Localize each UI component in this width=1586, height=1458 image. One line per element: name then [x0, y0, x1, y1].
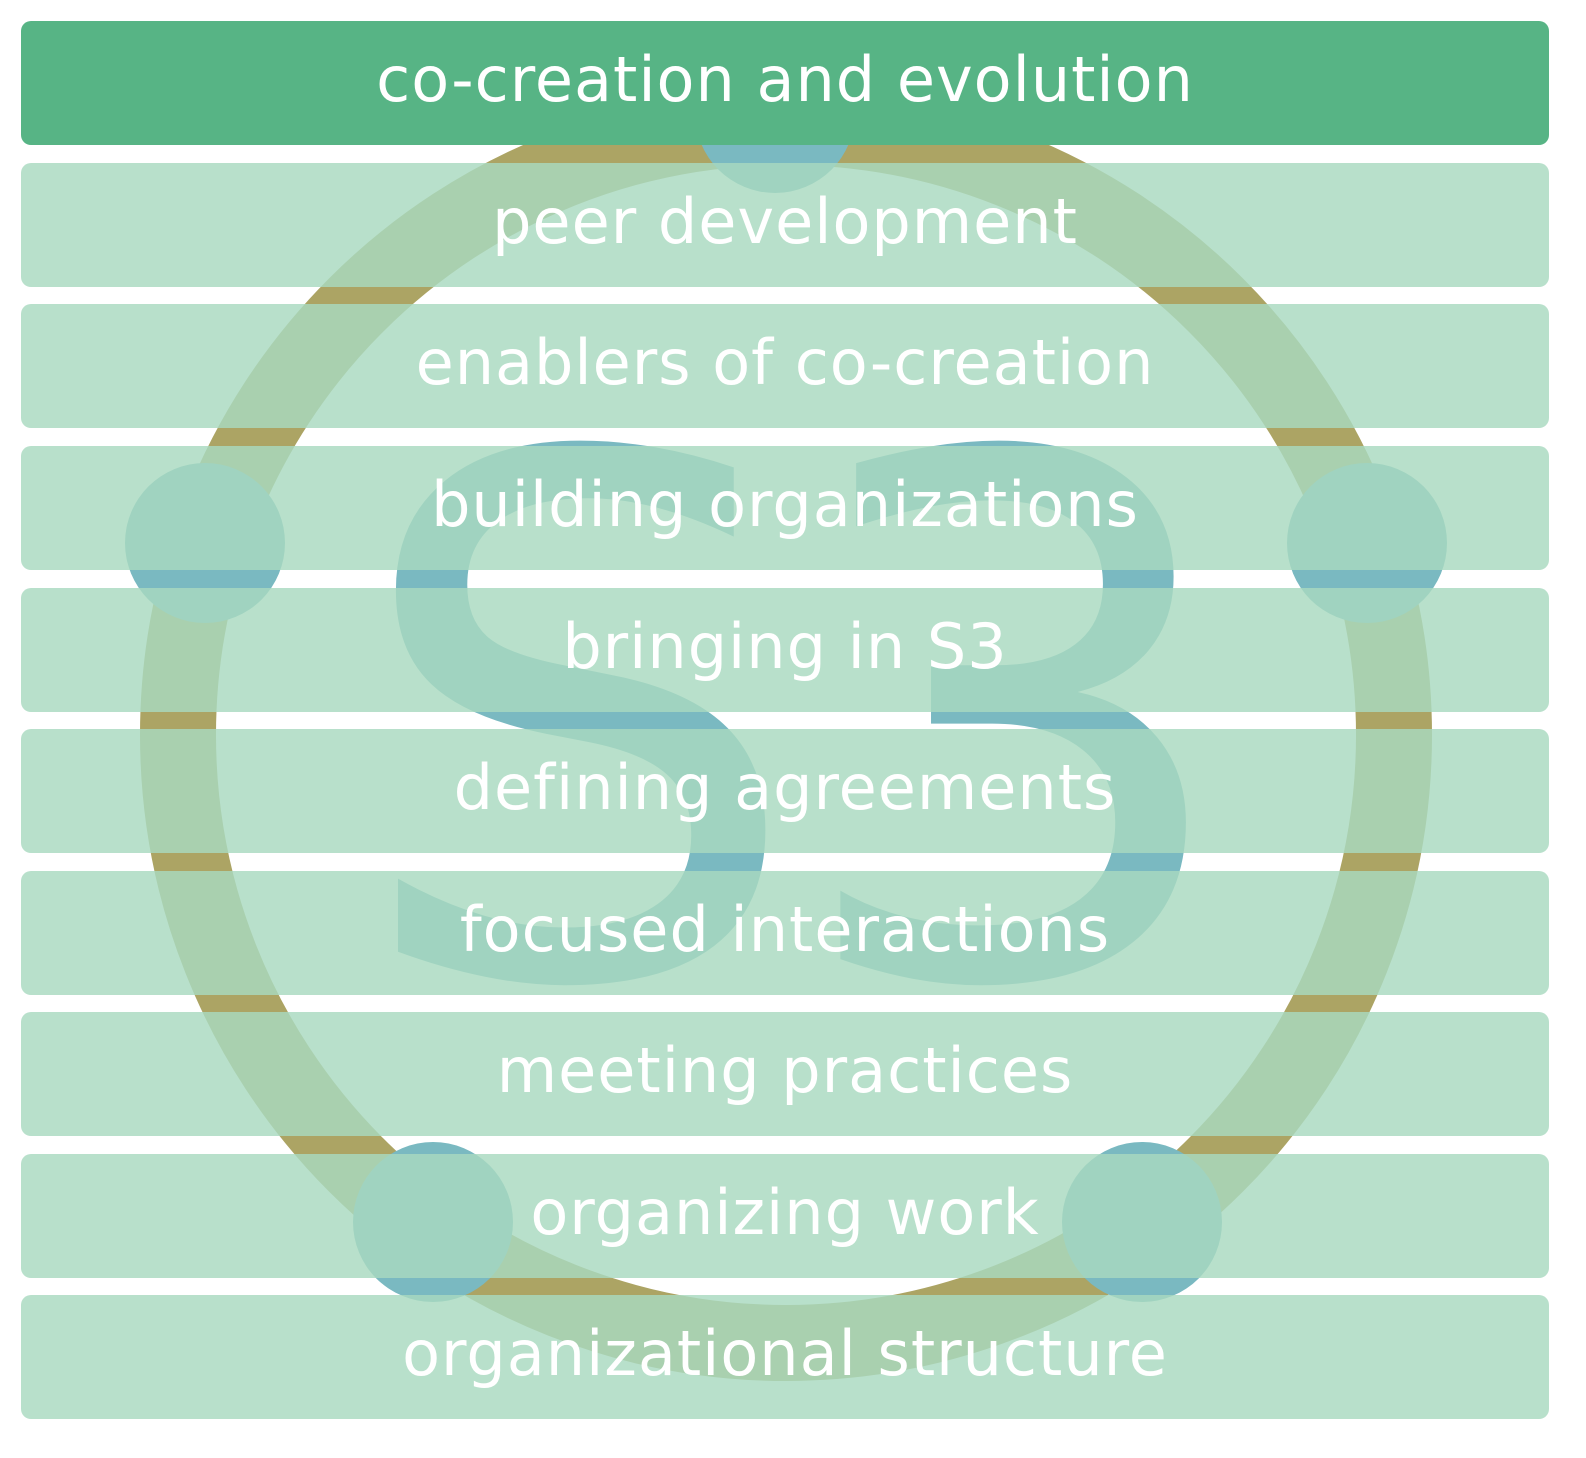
pattern-group-label: building organizations: [431, 468, 1139, 541]
pattern-group-bar[interactable]: peer development: [21, 163, 1549, 287]
pattern-group-bar[interactable]: focused interactions: [21, 871, 1549, 995]
pattern-group-label: organizational structure: [402, 1317, 1168, 1390]
pattern-group-label: enablers of co-creation: [415, 326, 1155, 399]
pattern-group-label: focused interactions: [459, 893, 1111, 966]
pattern-group-label: meeting practices: [496, 1034, 1074, 1107]
pattern-group-bar[interactable]: building organizations: [21, 446, 1549, 570]
pattern-group-bar[interactable]: enablers of co-creation: [21, 304, 1549, 428]
pattern-group-bar[interactable]: bringing in S3: [21, 588, 1549, 712]
pattern-group-label: peer development: [492, 185, 1078, 258]
pattern-group-bar[interactable]: organizational structure: [21, 1295, 1549, 1419]
pattern-group-label: defining agreements: [453, 751, 1117, 824]
pattern-group-bar[interactable]: organizing work: [21, 1154, 1549, 1278]
pattern-group-label: co-creation and evolution: [376, 43, 1194, 116]
pattern-group-label: bringing in S3: [562, 610, 1008, 683]
pattern-group-bar[interactable]: co-creation and evolution: [21, 21, 1549, 145]
pattern-group-bar[interactable]: meeting practices: [21, 1012, 1549, 1136]
pattern-group-label: organizing work: [530, 1176, 1040, 1249]
pattern-group-bar[interactable]: defining agreements: [21, 729, 1549, 853]
